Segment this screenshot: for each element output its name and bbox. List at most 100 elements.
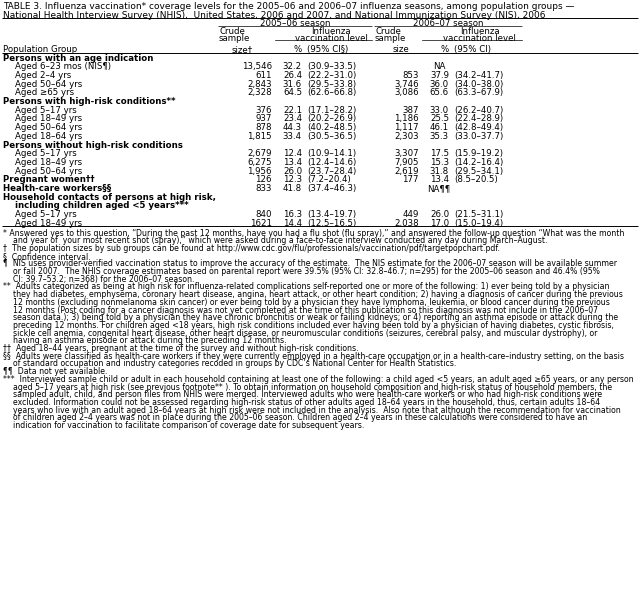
Text: 41.8: 41.8 [283, 184, 302, 193]
Text: 32.2: 32.2 [283, 62, 302, 71]
Text: 15.3: 15.3 [430, 158, 449, 167]
Text: 937: 937 [256, 114, 272, 123]
Text: 22.1: 22.1 [283, 106, 302, 115]
Text: sample: sample [375, 34, 406, 43]
Text: 26.0: 26.0 [283, 167, 302, 176]
Text: (34.0–38.0): (34.0–38.0) [454, 80, 503, 89]
Text: **  Adults categorized as being at high risk for influenza-related complications: ** Adults categorized as being at high r… [3, 283, 610, 291]
Text: 2005–06 season: 2005–06 season [260, 19, 330, 28]
Text: 26.0: 26.0 [430, 210, 449, 219]
Text: 3,307: 3,307 [394, 150, 419, 158]
Text: 17.0: 17.0 [430, 219, 449, 228]
Text: National Health Interview Survey (NHIS),  United States, 2006 and 2007, and Nati: National Health Interview Survey (NHIS),… [3, 11, 545, 20]
Text: 1621: 1621 [250, 219, 272, 228]
Text: 35.3: 35.3 [430, 132, 449, 141]
Text: (95% CI): (95% CI) [454, 45, 491, 54]
Text: 46.1: 46.1 [430, 123, 449, 132]
Text: Aged ≥65 yrs: Aged ≥65 yrs [15, 88, 74, 97]
Text: 878: 878 [256, 123, 272, 132]
Text: Aged 2–4 yrs: Aged 2–4 yrs [15, 71, 71, 80]
Text: Aged 18–49 yrs: Aged 18–49 yrs [15, 158, 82, 167]
Text: Population Group: Population Group [3, 45, 78, 54]
Text: Pregnant women††: Pregnant women†† [3, 175, 95, 184]
Text: 376: 376 [256, 106, 272, 115]
Text: §§  Adults were classified as health-care workers if they were currently employe: §§ Adults were classified as health-care… [3, 352, 624, 361]
Text: 2,328: 2,328 [247, 88, 272, 97]
Text: (20.2–26.9): (20.2–26.9) [307, 114, 356, 123]
Text: 3,746: 3,746 [394, 80, 419, 89]
Text: 33.0: 33.0 [430, 106, 449, 115]
Text: NA: NA [433, 62, 445, 71]
Text: 2006–07 season: 2006–07 season [413, 19, 483, 28]
Text: (22.4–28.9): (22.4–28.9) [454, 114, 503, 123]
Text: vaccination level: vaccination level [443, 34, 516, 43]
Text: 833: 833 [256, 184, 272, 193]
Text: 23.4: 23.4 [283, 114, 302, 123]
Text: (17.1–28.2): (17.1–28.2) [307, 106, 356, 115]
Text: (40.2–48.5): (40.2–48.5) [307, 123, 356, 132]
Text: 17.5: 17.5 [430, 150, 449, 158]
Text: 65.6: 65.6 [430, 88, 449, 97]
Text: ††  Aged 18–44 years, pregnant at the time of the survey and without high-risk c: †† Aged 18–44 years, pregnant at the tim… [3, 344, 358, 353]
Text: 1,186: 1,186 [394, 114, 419, 123]
Text: (33.0–37.7): (33.0–37.7) [454, 132, 503, 141]
Text: CI: 39.7–53.2; n=368) for the 2006–07 season.: CI: 39.7–53.2; n=368) for the 2006–07 se… [13, 275, 194, 284]
Text: (15.0–19.4): (15.0–19.4) [454, 219, 503, 228]
Text: 44.3: 44.3 [283, 123, 302, 132]
Text: Aged 50–64 yrs: Aged 50–64 yrs [15, 123, 82, 132]
Text: * Answered yes to this question, “During the past 12 months, have you had a flu : * Answered yes to this question, “During… [3, 229, 624, 238]
Text: (34.2–41.7): (34.2–41.7) [454, 71, 503, 80]
Text: (63.3–67.9): (63.3–67.9) [454, 88, 503, 97]
Text: 31.6: 31.6 [283, 80, 302, 89]
Text: indication for vaccination to facilitate comparison of coverage date for subsequ: indication for vaccination to facilitate… [13, 421, 364, 430]
Text: 1,956: 1,956 [247, 167, 272, 176]
Text: 37.9: 37.9 [430, 71, 449, 80]
Text: of children aged 2–4 years was not in place during the 2005–06 season. Children : of children aged 2–4 years was not in pl… [13, 413, 587, 423]
Text: 36.0: 36.0 [430, 80, 449, 89]
Text: (29.5–33.8): (29.5–33.8) [307, 80, 356, 89]
Text: season data.); 3) being told by a physician they have chronic bronchitis or weak: season data.); 3) being told by a physic… [13, 313, 618, 322]
Text: aged 5–17 years at high risk (see previous footnote** ). To obtain information o: aged 5–17 years at high risk (see previo… [13, 382, 612, 392]
Text: 6,275: 6,275 [247, 158, 272, 167]
Text: 126: 126 [256, 175, 272, 184]
Text: Aged 6–23 mos (NIS¶): Aged 6–23 mos (NIS¶) [15, 62, 111, 71]
Text: Persons without high-risk conditions: Persons without high-risk conditions [3, 140, 183, 150]
Text: †  The population sizes by sub groups can be found at http://www.cdc.gov/flu/pro: † The population sizes by sub groups can… [3, 244, 500, 253]
Text: (21.5–31.1): (21.5–31.1) [454, 210, 503, 219]
Text: (29.5–34.1): (29.5–34.1) [454, 167, 503, 176]
Text: (7.2–20.4): (7.2–20.4) [307, 175, 351, 184]
Text: 2,679: 2,679 [247, 150, 272, 158]
Text: having an asthma episode or attack during the preceding 12 months.: having an asthma episode or attack durin… [13, 336, 287, 345]
Text: including children aged <5 years***: including children aged <5 years*** [15, 201, 188, 210]
Text: 64.5: 64.5 [283, 88, 302, 97]
Text: 25.5: 25.5 [430, 114, 449, 123]
Text: Persons with an age indication: Persons with an age indication [3, 54, 153, 63]
Text: TABLE 3. Influenza vaccination* coverage levels for the 2005–06 and 2006–07 infl: TABLE 3. Influenza vaccination* coverage… [3, 2, 574, 11]
Text: (10.9–14.1): (10.9–14.1) [307, 150, 356, 158]
Text: of standard occupation and industry categories recoded in groups by CDC’s Nation: of standard occupation and industry cate… [13, 359, 456, 368]
Text: (22.2–31.0): (22.2–31.0) [307, 71, 356, 80]
Text: 31.8: 31.8 [430, 167, 449, 176]
Text: (30.5–36.5): (30.5–36.5) [307, 132, 356, 141]
Text: Influenza: Influenza [311, 27, 351, 35]
Text: 13,546: 13,546 [242, 62, 272, 71]
Text: 12 months (Post coding for a cancer diagnosis was not yet completed at the time : 12 months (Post coding for a cancer diag… [13, 306, 598, 314]
Text: years who live with an adult aged 18–64 years at high risk were not included in : years who live with an adult aged 18–64 … [13, 406, 620, 415]
Text: Household contacts of persons at high risk,: Household contacts of persons at high ri… [3, 193, 216, 202]
Text: ¶  NIS uses provider-verified vaccination status to improve the accuracy of the : ¶ NIS uses provider-verified vaccination… [3, 260, 617, 268]
Text: 3,086: 3,086 [394, 88, 419, 97]
Text: 2,303: 2,303 [394, 132, 419, 141]
Text: preceding 12 months. For children aged <18 years, high risk conditions included : preceding 12 months. For children aged <… [13, 321, 614, 330]
Text: (95% CI§): (95% CI§) [307, 45, 348, 54]
Text: Health-care workers§§: Health-care workers§§ [3, 184, 112, 193]
Text: (42.8–49.4): (42.8–49.4) [454, 123, 503, 132]
Text: (8.5–20.5): (8.5–20.5) [454, 175, 498, 184]
Text: (23.7–28.4): (23.7–28.4) [307, 167, 356, 176]
Text: Aged 18–49 yrs: Aged 18–49 yrs [15, 114, 82, 123]
Text: 7,905: 7,905 [394, 158, 419, 167]
Text: excluded. Information could not be assessed regarding high-risk status of other : excluded. Information could not be asses… [13, 398, 600, 407]
Text: Crude: Crude [375, 27, 401, 35]
Text: 2,619: 2,619 [394, 167, 419, 176]
Text: 1,117: 1,117 [394, 123, 419, 132]
Text: (12.4–14.6): (12.4–14.6) [307, 158, 356, 167]
